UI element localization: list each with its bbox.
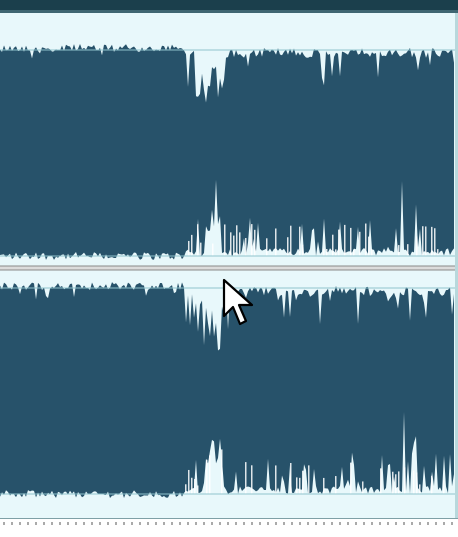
transient-spike — [296, 477, 298, 494]
transient-spike — [188, 469, 190, 494]
transient-spike — [416, 236, 418, 256]
transient-spike — [353, 249, 355, 256]
transient-spike — [191, 234, 193, 256]
left-channel-waveform[interactable] — [0, 44, 455, 260]
transient-spike — [437, 249, 439, 256]
transient-spike — [236, 225, 238, 256]
transient-spike — [197, 485, 199, 494]
transient-spike — [419, 484, 421, 494]
transient-spike — [251, 224, 253, 256]
transient-spike — [245, 462, 247, 494]
time-ruler[interactable] — [0, 518, 458, 531]
transient-spike — [422, 226, 424, 256]
arrow-cursor-icon — [222, 278, 258, 332]
transient-spike — [323, 248, 325, 256]
transient-spike — [308, 465, 310, 494]
transient-spike — [191, 477, 193, 494]
transient-spike — [344, 224, 346, 256]
transient-spike — [338, 229, 340, 256]
waveform-body — [0, 282, 454, 498]
transient-spike — [431, 475, 433, 494]
transient-spike — [239, 232, 241, 256]
transient-spike — [251, 465, 253, 494]
transient-spike — [395, 474, 397, 494]
toolbar-divider — [0, 10, 458, 13]
transient-spike — [275, 228, 277, 256]
transient-spike — [185, 484, 187, 494]
transient-spike — [290, 225, 292, 256]
transient-spike — [200, 242, 202, 256]
transient-spike — [212, 243, 214, 256]
transient-spike — [266, 238, 268, 256]
transient-spike — [392, 471, 394, 494]
transient-spike — [398, 245, 400, 256]
channel-divider — [0, 266, 458, 270]
transient-spike — [443, 480, 445, 494]
transient-spike — [197, 224, 199, 256]
transient-spike — [335, 476, 337, 494]
transient-spike — [323, 477, 325, 494]
top-toolbar-strip — [0, 0, 458, 10]
transient-spike — [299, 226, 301, 256]
transient-spike — [359, 231, 361, 256]
transient-spike — [416, 472, 418, 494]
transient-spike — [206, 459, 208, 494]
transient-spike — [275, 465, 277, 494]
transient-spike — [335, 249, 337, 256]
transient-spike — [413, 470, 415, 494]
transient-spike — [287, 237, 289, 256]
transient-spike — [434, 228, 436, 256]
ruler-ticks — [3, 522, 453, 525]
transient-spike — [332, 234, 334, 256]
transient-spike — [362, 481, 364, 494]
transient-spike — [194, 479, 196, 494]
transient-spike — [407, 244, 409, 256]
right-channel-waveform[interactable] — [0, 282, 455, 498]
transient-spike — [254, 229, 256, 256]
transient-spike — [209, 455, 211, 494]
transient-spike — [404, 467, 406, 494]
transient-spike — [350, 227, 352, 256]
transient-spike — [350, 462, 352, 494]
transient-spike — [380, 468, 382, 494]
transient-spike — [290, 462, 292, 494]
transient-spike — [302, 470, 304, 494]
transient-spike — [299, 477, 301, 494]
transient-spike — [221, 449, 223, 494]
transient-spike — [425, 226, 427, 256]
transient-spike — [188, 240, 190, 256]
waveform-body — [0, 44, 454, 260]
transient-spike — [368, 236, 370, 256]
transient-spike — [371, 249, 373, 256]
transient-spike — [365, 223, 367, 256]
transient-spike — [302, 244, 304, 256]
transient-spike — [245, 238, 247, 256]
transient-spike — [398, 471, 400, 494]
transient-spike — [326, 248, 328, 256]
vertical-scrollbar-edge[interactable] — [455, 13, 458, 518]
transient-spike — [224, 224, 226, 256]
transient-spike — [230, 232, 232, 256]
transient-spike — [431, 226, 433, 256]
transient-spike — [233, 235, 235, 256]
